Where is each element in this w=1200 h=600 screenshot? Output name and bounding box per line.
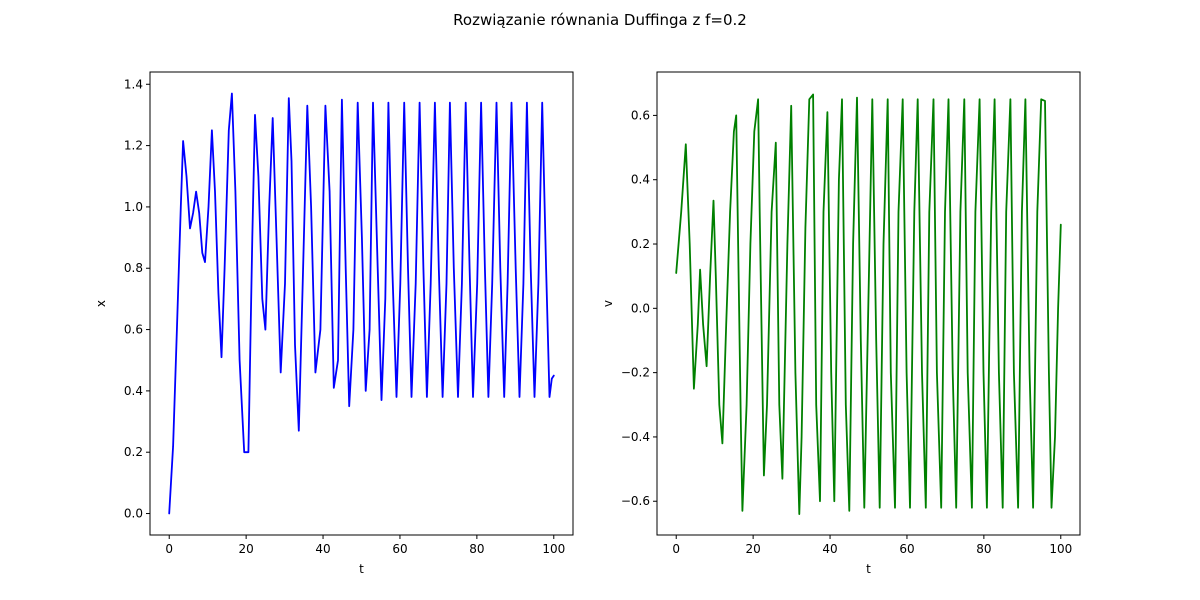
chart-1-y-tick-label: 0.8 [124, 261, 143, 275]
chart-1-ylabel: x [94, 300, 108, 307]
chart-2-y-tick-label: −0.6 [621, 494, 650, 508]
chart-1-y-tick-label: 0.2 [124, 445, 143, 459]
chart-1-y-tick-label: 0.6 [124, 323, 143, 337]
chart-1-y-tick-label: 1.2 [124, 139, 143, 153]
subplots: 0 20 40 60 80 100 0.0 0.2 0.4 0.6 0.8 1.0 1.2 1.4 t x 0 2… [94, 71, 1081, 576]
chart-1-xlabel: t [359, 562, 364, 576]
chart-1-series-line [168, 92, 555, 515]
chart-2-x-tick-label: 100 [1049, 542, 1072, 556]
chart-2-y-tick-label: −0.2 [621, 366, 650, 380]
chart-2-ylabel: v [601, 300, 615, 307]
chart-2-y-tick-label: 0.6 [631, 108, 650, 122]
chart-2-xlabel: t [866, 562, 871, 576]
chart-1-axes-frame [149, 71, 574, 536]
chart-2-x-tick-label: 20 [745, 542, 760, 556]
chart-2: 0 20 40 60 80 100 −0.6 −0.4 −0.2 0.0 0.2 0.4 0.6 t v [601, 71, 1081, 576]
chart-2-series-line [675, 93, 1062, 515]
chart-2-x-tick-label: 80 [976, 542, 991, 556]
chart-2-x-tick-label: 60 [899, 542, 914, 556]
chart-2-y-tick-label: 0.0 [631, 301, 650, 315]
chart-1-x-tick-label: 60 [392, 542, 407, 556]
chart-2-y-tick-label: 0.2 [631, 237, 650, 251]
chart-1-x-tick-label: 80 [469, 542, 484, 556]
chart-2-x-tick-label: 40 [822, 542, 837, 556]
chart-1-x-tick-label: 100 [542, 542, 565, 556]
chart-2-axes-frame [656, 71, 1081, 536]
chart-1-y-tick-label: 1.0 [124, 200, 143, 214]
figure-suptitle: Rozwiązanie równania Duffinga z f=0.2 [453, 11, 747, 29]
chart-2-y-tick-label: −0.4 [621, 430, 650, 444]
chart-1-y-tick-label: 0.0 [124, 507, 143, 521]
chart-2-y-tick-label: 0.4 [631, 173, 650, 187]
chart-1-y-tick-label: 1.4 [124, 77, 143, 91]
chart-2-x-tick-label: 0 [672, 542, 680, 556]
chart-1-x-tick-label: 20 [238, 542, 253, 556]
chart-1-x-tick-label: 0 [165, 542, 173, 556]
chart-1-x-tick-label: 40 [315, 542, 330, 556]
chart-1-y-tick-label: 0.4 [124, 384, 143, 398]
chart-1: 0 20 40 60 80 100 0.0 0.2 0.4 0.6 0.8 1.0 1.2 1.4 t x [94, 71, 574, 576]
